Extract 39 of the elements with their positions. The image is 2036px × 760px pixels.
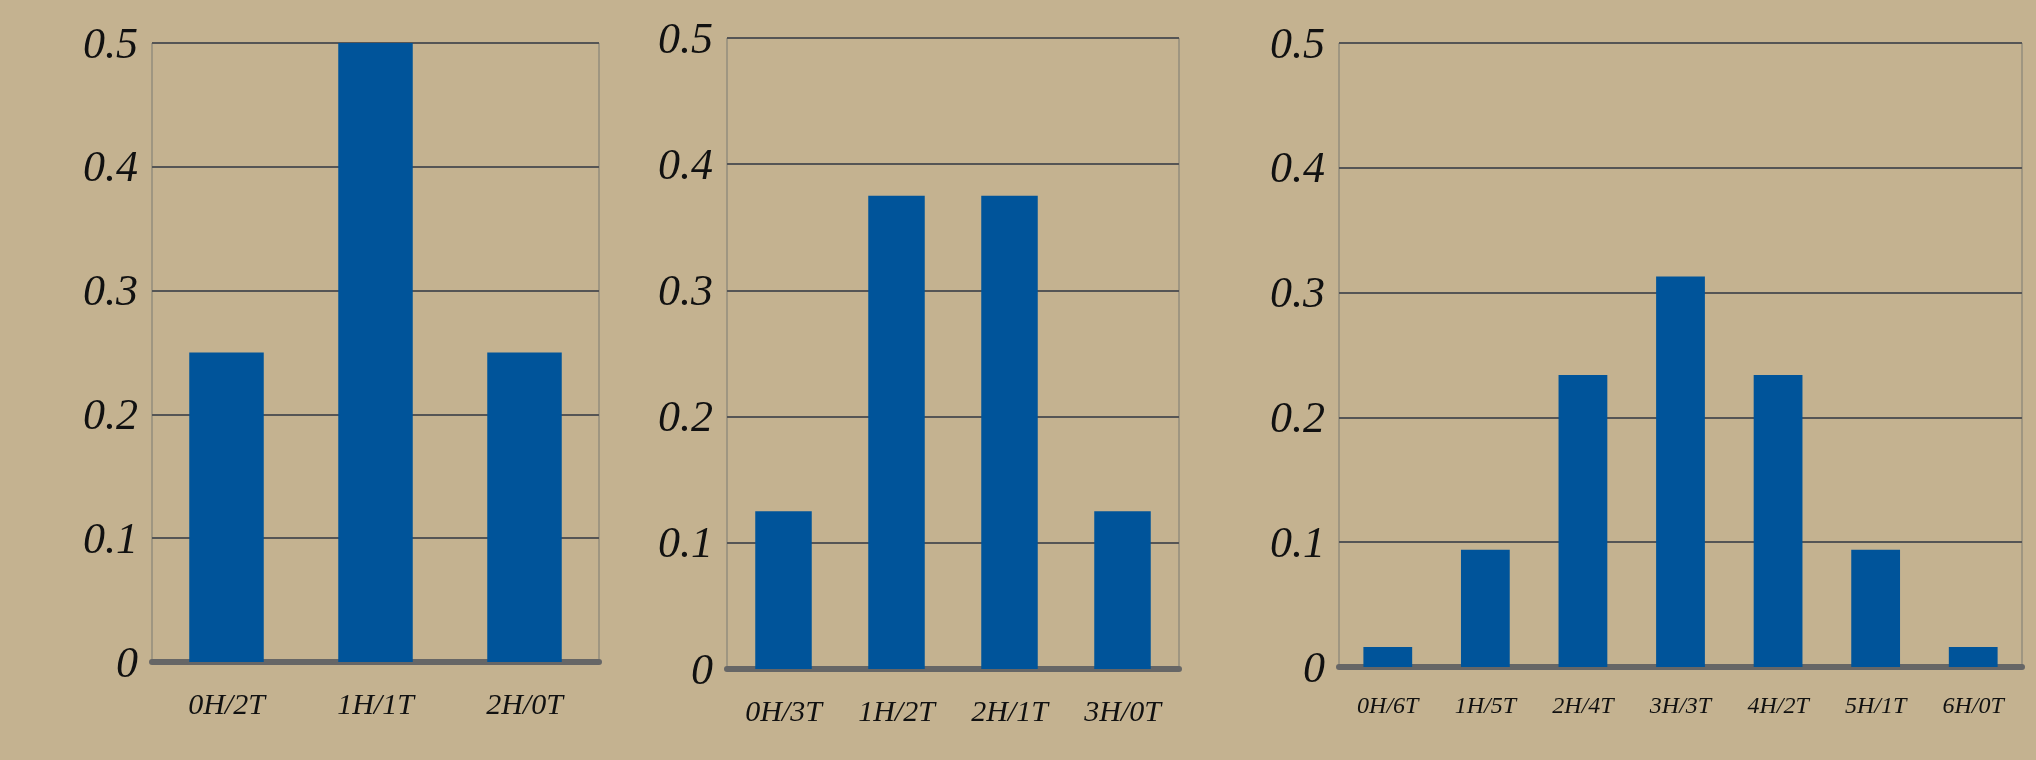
x-tick-label: 1H/2T <box>858 693 938 727</box>
bar <box>1656 276 1705 667</box>
bar <box>1558 374 1608 667</box>
x-tick-label: 0H/3T <box>745 693 825 727</box>
y-tick-label: 0.1 <box>1270 517 1325 567</box>
x-tick-label: 6H/0T <box>1942 692 2006 718</box>
x-tick-label: 1H/5T <box>1454 692 1518 718</box>
x-tick-label: 2H/4T <box>1552 692 1616 718</box>
y-tick-label: 0.5 <box>1270 18 1325 68</box>
y-tick-label: 0 <box>1303 642 1325 692</box>
y-tick-label: 0.2 <box>658 392 713 442</box>
y-tick-label: 0.4 <box>658 139 713 189</box>
y-tick-label: 0.4 <box>1270 143 1325 193</box>
y-tick-label: 0 <box>691 644 713 694</box>
y-tick-label: 0.2 <box>1270 392 1325 442</box>
y-tick-label: 0.3 <box>658 265 713 315</box>
y-tick-label: 0.4 <box>83 142 138 192</box>
x-tick-label: 0H/6T <box>1357 692 1421 718</box>
bar <box>1753 374 1803 667</box>
bar <box>1460 549 1510 667</box>
y-tick-label: 0 <box>116 637 138 687</box>
x-tick-label: 4H/2T <box>1747 692 1811 718</box>
bar <box>1363 647 1413 667</box>
x-tick-label: 3H/0T <box>1083 693 1164 727</box>
x-tick-label: 5H/1T <box>1844 692 1908 718</box>
x-tick-label: 2H/1T <box>971 693 1051 727</box>
y-tick-label: 0.2 <box>83 389 138 439</box>
y-tick-label: 0.1 <box>83 513 138 563</box>
y-tick-label: 0.5 <box>658 13 713 63</box>
y-tick-label: 0.5 <box>83 18 138 68</box>
x-tick-label: 3H/3T <box>1648 692 1713 718</box>
x-tick-label: 1H/1T <box>337 686 417 720</box>
y-tick-label: 0.3 <box>1270 268 1325 318</box>
x-tick-label: 2H/0T <box>486 686 566 720</box>
bar <box>1948 647 1998 667</box>
y-tick-label: 0.1 <box>658 518 713 568</box>
x-tick-label: 0H/2T <box>188 686 268 720</box>
bar <box>1851 549 1901 667</box>
y-tick-label: 0.3 <box>83 266 138 316</box>
